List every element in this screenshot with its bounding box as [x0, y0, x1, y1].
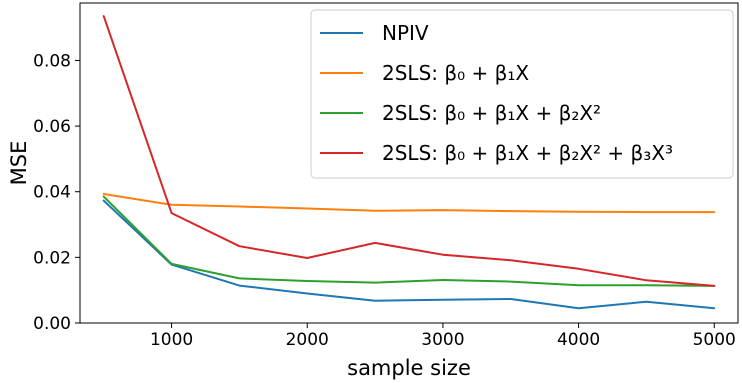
y-tick-label: 0.06: [33, 117, 71, 137]
y-tick-label: 0.00: [33, 314, 71, 334]
series-line-2: [102, 195, 716, 287]
x-ticks: 1000 2000 3000 4000 5000: [150, 323, 736, 350]
legend-label-0: NPIV: [382, 21, 429, 45]
legend-label-3: 2SLS: β₀ + β₁X + β₂X² + β₃X³: [382, 141, 673, 165]
x-tick-label: 5000: [693, 330, 736, 350]
axes-layer: [79, 2, 739, 324]
y-tick-label: 0.08: [33, 51, 71, 71]
y-axis-label: MSE: [7, 141, 31, 186]
x-tick-label: 2000: [286, 330, 329, 350]
legend: NPIV 2SLS: β₀ + β₁X 2SLS: β₀ + β₁X + β₂X² 2…: [310, 9, 734, 179]
x-axis-label: sample size: [347, 356, 471, 380]
legend-label-2: 2SLS: β₀ + β₁X + β₂X²: [382, 101, 601, 125]
series-layer: [102, 15, 716, 310]
legend-box: [310, 9, 734, 179]
x-tick-label: 3000: [421, 330, 464, 350]
series-line-3: [102, 15, 716, 287]
y-tick-label: 0.04: [33, 183, 71, 203]
legend-label-1: 2SLS: β₀ + β₁X: [382, 61, 529, 85]
y-ticks: 0.00 0.02 0.04 0.06 0.08: [33, 51, 80, 334]
series-line-1: [102, 193, 716, 214]
x-tick-label: 4000: [557, 330, 600, 350]
series-line-0: [102, 199, 716, 310]
y-tick-label: 0.02: [33, 248, 71, 268]
plot-frame: [79, 2, 739, 324]
x-tick-label: 1000: [150, 330, 193, 350]
